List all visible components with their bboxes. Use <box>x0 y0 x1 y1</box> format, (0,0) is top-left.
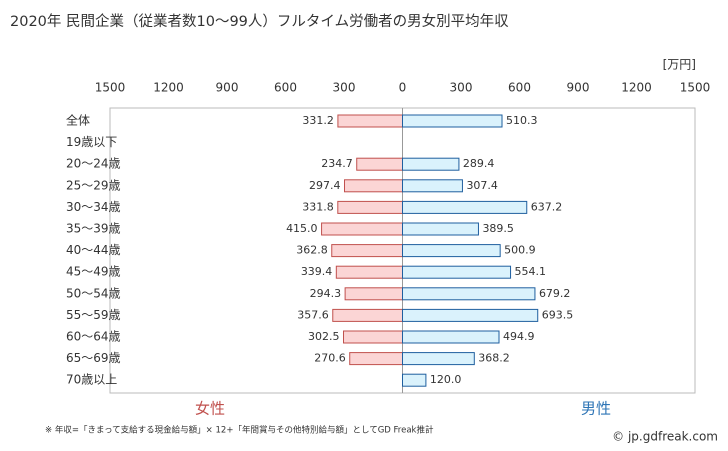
bar <box>349 352 403 366</box>
x-tick-label: 900 <box>567 81 590 95</box>
value-label: 368.2 <box>478 352 510 365</box>
value-label: 339.4 <box>301 265 333 278</box>
value-label: 307.4 <box>466 179 498 192</box>
x-tick-label: 600 <box>508 81 531 95</box>
footnote: ※ 年収=「きまって支給する現金給与額」× 12+「年間賞与その他特別給与額」と… <box>45 425 434 436</box>
x-tick-label: 1500 <box>95 81 126 95</box>
category-label: 55～59歳 <box>66 308 121 322</box>
value-label: 637.2 <box>531 200 563 213</box>
category-label: 50～54歳 <box>66 286 121 300</box>
bar <box>344 179 403 193</box>
bar <box>343 330 404 344</box>
value-label: 500.9 <box>504 244 536 257</box>
category-label: 60～64歳 <box>66 330 121 344</box>
bar <box>356 157 403 171</box>
x-tick-label: 600 <box>274 81 297 95</box>
category-label: 25～29歳 <box>66 178 121 192</box>
value-label: 331.8 <box>302 200 334 213</box>
category-label: 45～49歳 <box>66 265 121 279</box>
x-tick-label: 300 <box>333 81 356 95</box>
bar <box>402 330 500 344</box>
bar <box>402 157 460 171</box>
value-label: 693.5 <box>542 308 574 321</box>
category-label: 40～44歳 <box>66 243 121 257</box>
bar <box>332 308 404 322</box>
value-label: 357.6 <box>297 308 329 321</box>
category-label: 30～34歳 <box>66 200 121 214</box>
bar <box>402 222 479 236</box>
value-label: 270.6 <box>314 352 346 365</box>
bar <box>402 200 528 214</box>
value-label: 494.9 <box>503 330 535 343</box>
value-label: 302.5 <box>308 330 340 343</box>
value-label: 331.2 <box>302 114 334 127</box>
category-label: 35～39歳 <box>66 222 121 236</box>
legend-label: 男性 <box>581 400 611 418</box>
bar <box>402 287 536 301</box>
category-label: 19歳以下 <box>66 135 117 149</box>
bar <box>321 222 404 236</box>
x-tick-label: 1200 <box>153 81 184 95</box>
chart-title: 2020年 民間企業（従業者数10～99人）フルタイム労働者の男女別平均年収 <box>10 12 509 30</box>
value-label: 294.3 <box>310 287 342 300</box>
value-label: 389.5 <box>482 222 514 235</box>
bar <box>402 373 427 387</box>
value-label: 362.8 <box>296 244 328 257</box>
value-label: 554.1 <box>515 265 547 278</box>
category-label: 65～69歳 <box>66 351 121 365</box>
bar <box>331 244 403 258</box>
value-label: 289.4 <box>463 157 495 170</box>
x-tick-label: 1500 <box>680 81 711 95</box>
category-label: 全体 <box>66 113 90 128</box>
category-label: 70歳以上 <box>66 373 117 387</box>
credit: © jp.gdfreak.com <box>612 430 718 444</box>
value-label: 510.3 <box>506 114 538 127</box>
bar <box>337 200 404 214</box>
bar <box>402 179 463 193</box>
bar <box>335 265 403 279</box>
value-label: 415.0 <box>286 222 318 235</box>
bar <box>402 352 475 366</box>
category-label: 20～24歳 <box>66 157 121 171</box>
x-tick-label: 1200 <box>621 81 652 95</box>
bar <box>402 244 501 258</box>
bar <box>402 265 512 279</box>
bar <box>337 114 403 128</box>
value-label: 297.4 <box>309 179 341 192</box>
unit-label: [万円] <box>663 58 696 72</box>
x-tick-label: 300 <box>450 81 473 95</box>
value-label: 234.7 <box>321 157 353 170</box>
x-tick-label: 0 <box>399 81 407 95</box>
x-tick-label: 900 <box>216 81 239 95</box>
bar <box>344 287 404 301</box>
legend-label: 女性 <box>195 400 225 418</box>
value-label: 120.0 <box>430 373 462 386</box>
value-label: 679.2 <box>539 287 571 300</box>
bar <box>402 308 539 322</box>
bar <box>402 114 503 128</box>
